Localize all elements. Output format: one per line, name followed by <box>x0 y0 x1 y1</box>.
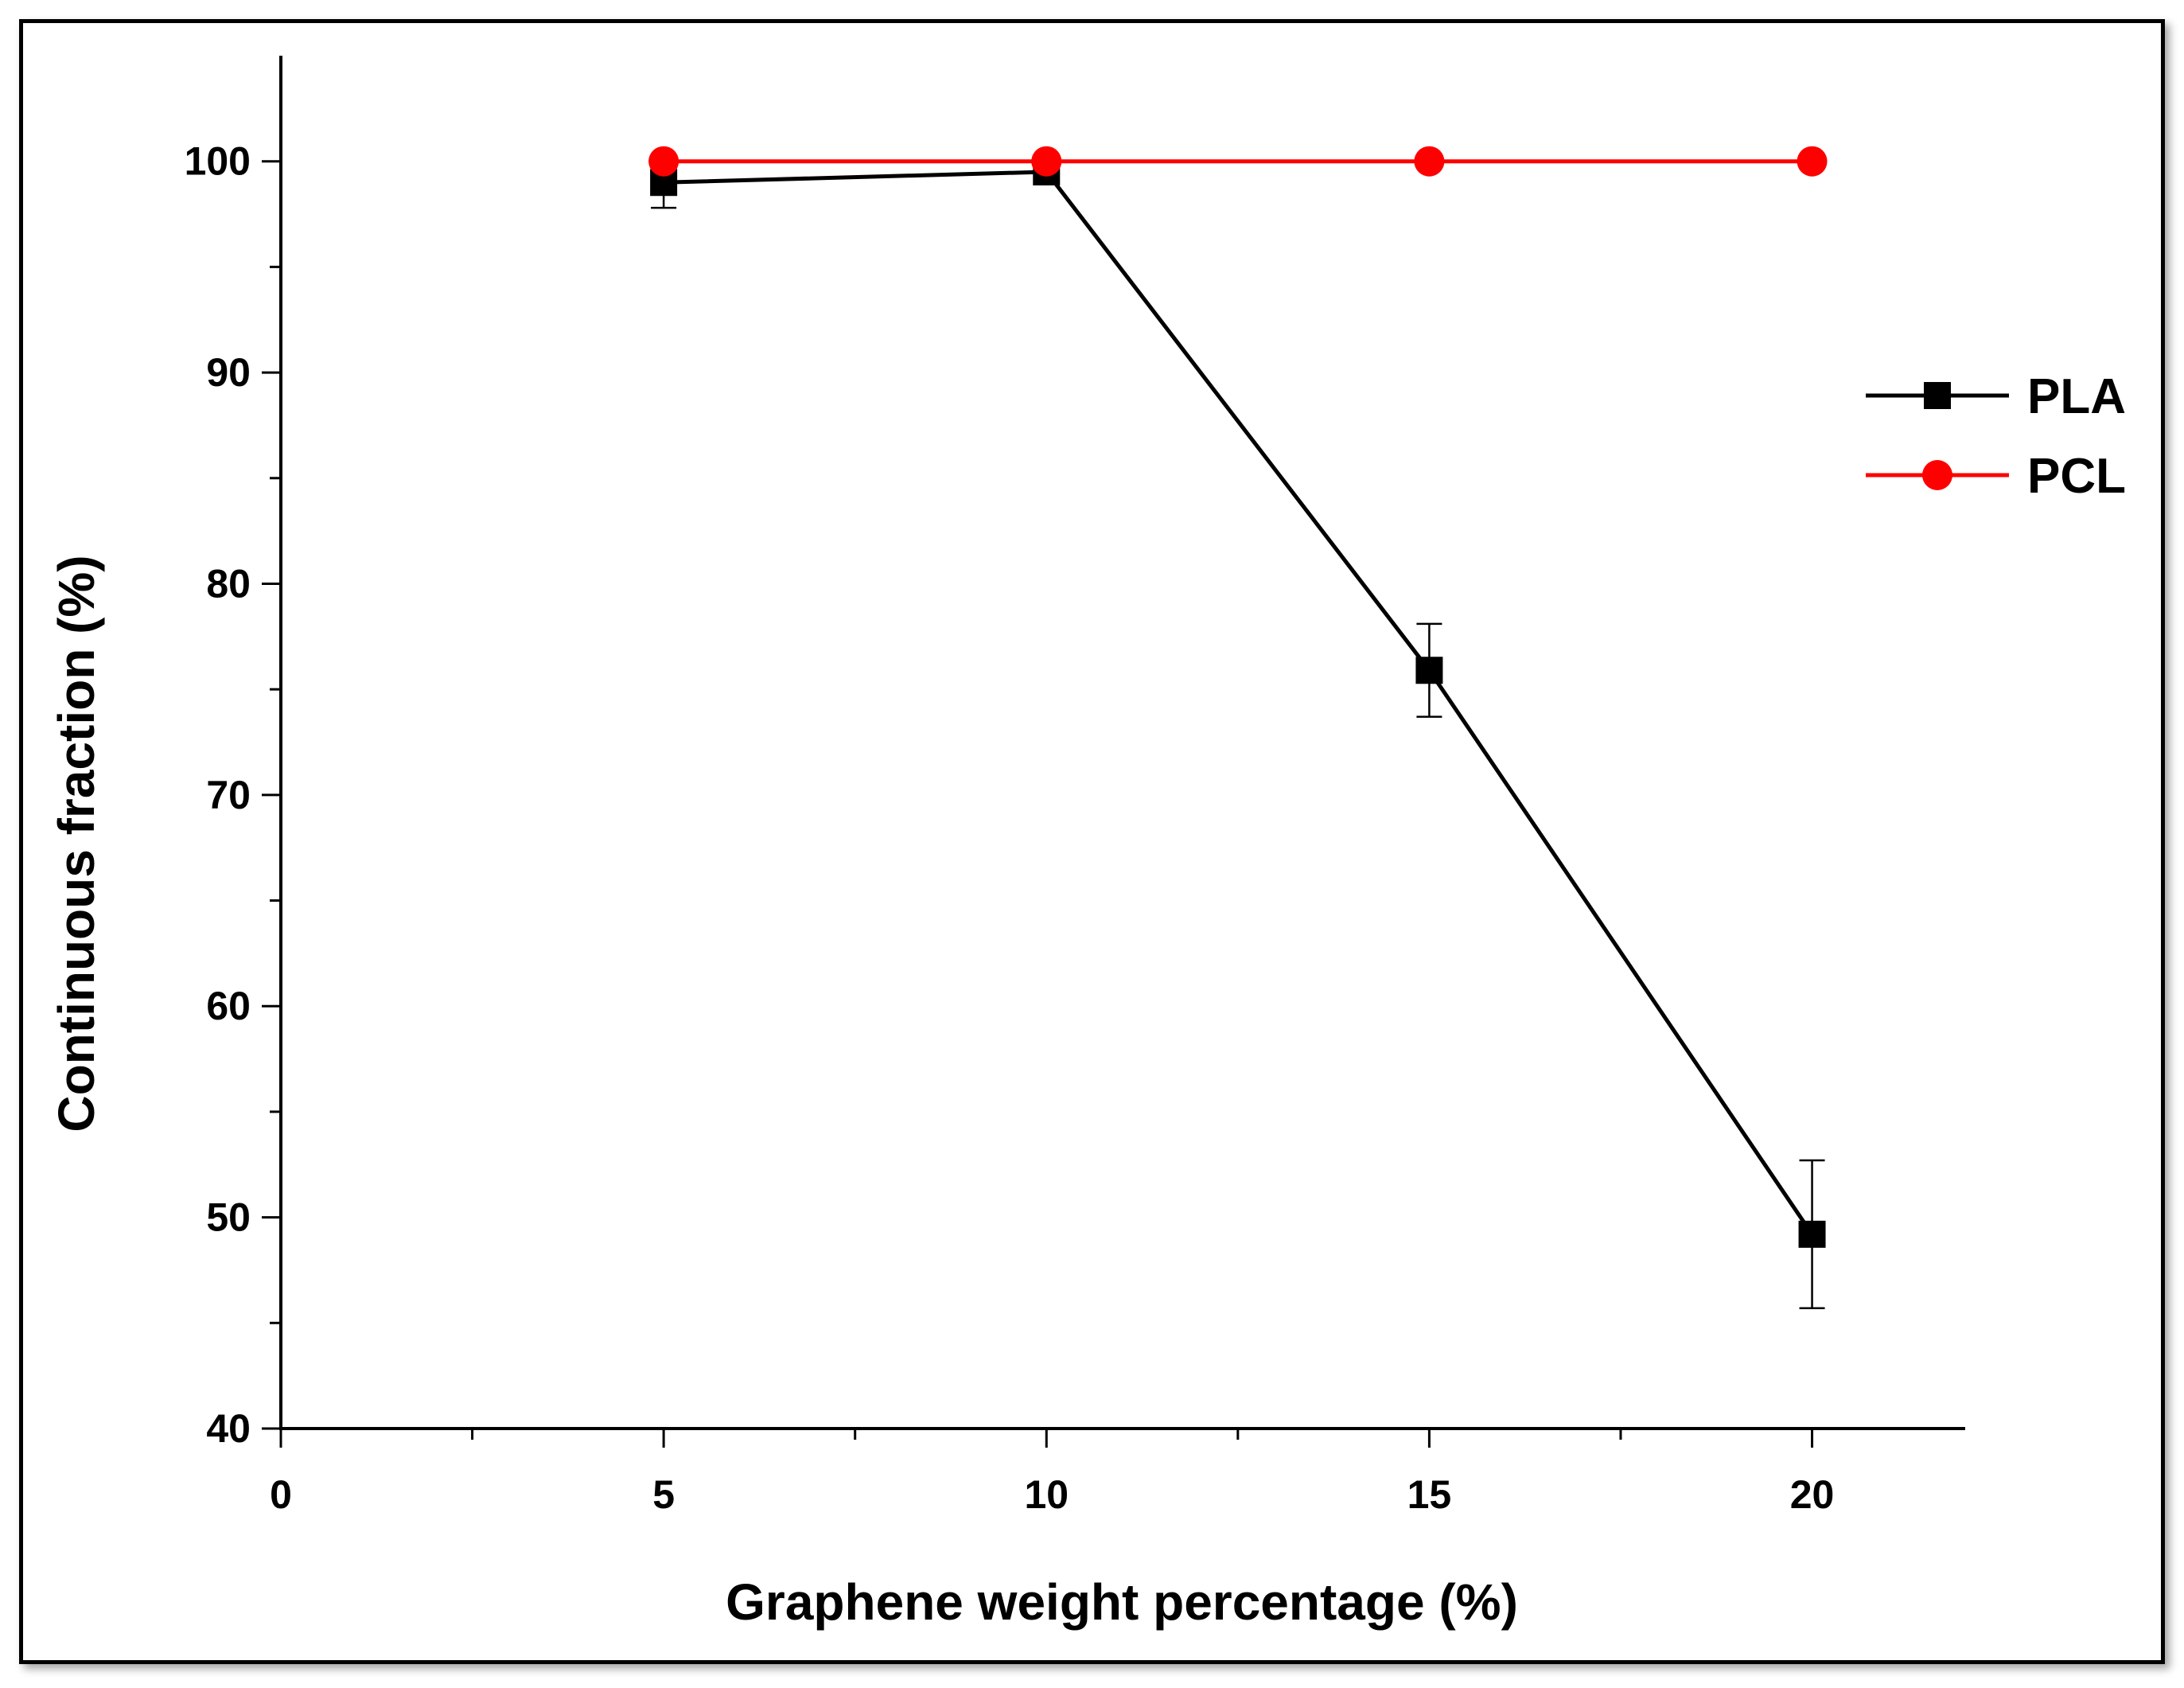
y-tick-label: 40 <box>206 1406 251 1451</box>
pcl-point <box>1031 146 1062 177</box>
y-tick-label: 80 <box>206 561 251 606</box>
x-tick-label: 10 <box>1024 1472 1069 1517</box>
y-axis-title: Continuous fraction (%) <box>48 555 105 1132</box>
legend-pla-label: PLA <box>2027 369 2126 424</box>
axes <box>279 56 1965 1430</box>
pcl-point <box>648 146 679 177</box>
y-tick-label: 50 <box>206 1195 251 1240</box>
x-tick-label: 20 <box>1790 1472 1835 1517</box>
x-axis-title: Graphene weight percentage (%) <box>726 1573 1518 1631</box>
pla-point <box>1415 657 1443 684</box>
y-tick-label: 70 <box>206 773 251 817</box>
pcl-point <box>1414 146 1445 177</box>
pcl-point <box>1797 146 1828 177</box>
y-tick-label: 100 <box>185 139 251 184</box>
x-tick-label: 5 <box>652 1472 675 1517</box>
legend-pla-marker <box>1924 382 1951 409</box>
ticks: 40 50 60 70 80 90 100 0 5 10 15 20 <box>185 139 1835 1517</box>
legend: PLA PCL <box>1866 369 2126 504</box>
legend-pcl-marker <box>1922 460 1952 490</box>
figure-frame <box>19 19 2165 1664</box>
pla-line <box>664 170 1814 1236</box>
y-tick-label: 90 <box>206 350 251 395</box>
legend-pcl-label: PCL <box>2027 449 2126 504</box>
y-tick-label: 60 <box>206 984 251 1028</box>
pla-point <box>1798 1220 1826 1248</box>
x-tick-label: 0 <box>270 1472 292 1517</box>
x-tick-label: 15 <box>1407 1472 1452 1517</box>
series-layer <box>648 146 1828 1309</box>
